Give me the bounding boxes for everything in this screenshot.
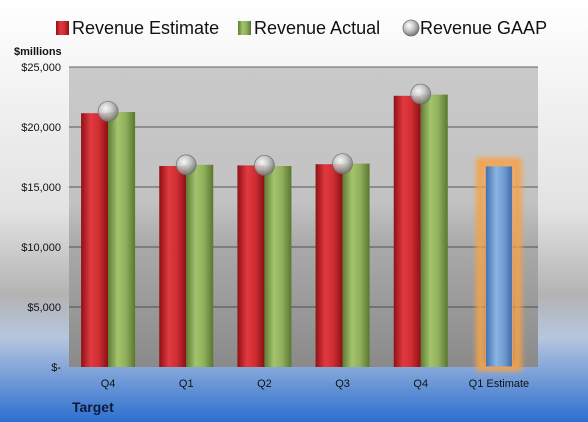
- y-tick-label: $15,000: [21, 182, 61, 194]
- legend-marker-gaap: [402, 19, 420, 37]
- x-tick-label: Q1: [179, 378, 194, 390]
- x-tick-label: Q2: [257, 378, 272, 390]
- bar: [108, 112, 136, 367]
- bar-highlighted: [484, 165, 513, 368]
- x-tick-label: Q3: [335, 378, 350, 390]
- y-axis-unit-label: $millions: [14, 46, 62, 58]
- company-name: Target: [72, 399, 114, 415]
- gridlines: [69, 66, 538, 308]
- legend-label: Revenue Actual: [254, 18, 380, 38]
- bar: [159, 166, 187, 367]
- bar: [81, 113, 109, 367]
- bars: [81, 94, 513, 368]
- gaap-marker: [175, 154, 197, 176]
- y-tick-label: $10,000: [21, 242, 61, 254]
- bar: [264, 166, 292, 367]
- gaap-markers: [97, 83, 432, 176]
- x-tick-label: Q4: [413, 378, 428, 390]
- legend-swatch: [238, 21, 251, 35]
- legend-swatch: [56, 21, 69, 35]
- gaap-marker: [97, 101, 119, 122]
- x-tick-label: Q4: [101, 378, 116, 390]
- legend: Revenue Estimate Revenue Actual Revenue GA…: [56, 18, 547, 38]
- y-tick-label: $5,000: [27, 302, 61, 314]
- bar: [237, 165, 265, 367]
- bar: [315, 164, 343, 367]
- plot-area: [69, 67, 538, 367]
- y-axis-ticks: $- $5,000 $10,000 $15,000 $20,000 $25,000: [21, 62, 61, 374]
- bar: [420, 94, 448, 367]
- x-tick-label: Q1 Estimate: [469, 378, 530, 390]
- bar: [342, 163, 370, 367]
- x-axis-ticks: Q4 Q1 Q2 Q3 Q4 Q1 Estimate: [101, 378, 529, 390]
- gaap-marker: [410, 83, 432, 105]
- y-tick-label: $-: [51, 362, 61, 374]
- bar: [186, 164, 214, 367]
- legend-label: Revenue GAAP: [420, 18, 547, 38]
- gaap-marker: [254, 154, 275, 176]
- y-tick-label: $20,000: [21, 122, 61, 134]
- y-tick-label: $25,000: [21, 62, 61, 74]
- gaap-marker: [332, 153, 353, 175]
- legend-label: Revenue Estimate: [72, 18, 219, 38]
- bar: [393, 95, 421, 368]
